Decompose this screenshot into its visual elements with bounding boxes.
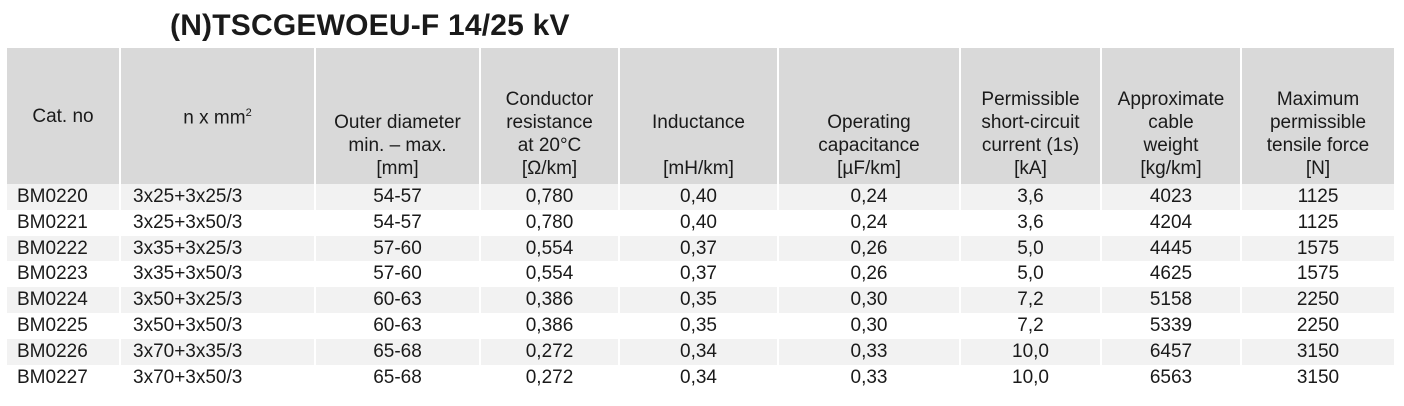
cell-tensile-force: 3150 (1241, 364, 1394, 391)
cell-tensile-force: 2250 (1241, 287, 1394, 313)
header-conductor-resistance: Conductor resistance at 20°C [Ω/km] (480, 48, 620, 184)
table-row: BM0221 3x25+3x50/3 54-57 0,780 0,40 0,24 3,6 42… (7, 209, 1394, 236)
table-row: BM0222 3x35+3x25/3 57-60 0,554 0,37 0,26 5,0 44… (7, 235, 1394, 262)
cable-spec-table: Cat. no n x mm2 Outer diameter min. – max… (7, 48, 1394, 391)
table-row: BM0223 3x35+3x50/3 57-60 0,554 0,37 0,26 5,0 46… (7, 261, 1394, 288)
cell-tensile-force: 1575 (1241, 261, 1394, 288)
cell-short-circuit: 5,0 (960, 235, 1102, 262)
cell-n-x-mm: 3x25+3x50/3 (120, 209, 316, 236)
cell-outer-diameter: 60-63 (315, 287, 481, 313)
header-inductance: Inductance [mH/km] (619, 48, 779, 184)
page-title: (N)TSCGEWOEU-F 14/25 kV (170, 9, 570, 42)
cell-tensile-force: 1575 (1241, 235, 1394, 262)
cell-short-circuit: 3,6 (960, 209, 1102, 236)
cell-inductance: 0,40 (619, 209, 779, 236)
cell-short-circuit: 5,0 (960, 261, 1102, 288)
cell-outer-diameter: 65-68 (315, 338, 481, 365)
cell-capacitance: 0,24 (778, 209, 961, 236)
cell-capacitance: 0,26 (778, 261, 961, 288)
cell-resistance: 0,780 (480, 209, 620, 236)
header-cat-no: Cat. no (7, 48, 121, 184)
cell-resistance: 0,386 (480, 287, 620, 313)
cell-weight: 4445 (1101, 235, 1242, 262)
cell-weight: 4023 (1101, 184, 1242, 210)
cell-n-x-mm: 3x70+3x50/3 (120, 364, 316, 391)
cell-resistance: 0,780 (480, 184, 620, 210)
cell-inductance: 0,35 (619, 312, 779, 339)
cell-inductance: 0,37 (619, 235, 779, 262)
cell-outer-diameter: 65-68 (315, 364, 481, 391)
cell-short-circuit: 7,2 (960, 287, 1102, 313)
header-cable-weight: Approximate cable weight [kg/km] (1101, 48, 1242, 184)
cell-weight: 6563 (1101, 364, 1242, 391)
cell-outer-diameter: 54-57 (315, 209, 481, 236)
cell-resistance: 0,272 (480, 338, 620, 365)
cell-capacitance: 0,30 (778, 312, 961, 339)
cell-cat-no: BM0222 (7, 235, 121, 262)
cell-cat-no: BM0226 (7, 338, 121, 365)
cell-cat-no: BM0221 (7, 209, 121, 236)
cell-inductance: 0,37 (619, 261, 779, 288)
cell-outer-diameter: 54-57 (315, 184, 481, 210)
cell-capacitance: 0,33 (778, 364, 961, 391)
cell-cat-no: BM0223 (7, 261, 121, 288)
cell-cat-no: BM0220 (7, 184, 121, 210)
cell-short-circuit: 10,0 (960, 364, 1102, 391)
header-row: Cat. no n x mm2 Outer diameter min. – max… (7, 48, 1394, 184)
cell-cat-no: BM0227 (7, 364, 121, 391)
cell-capacitance: 0,26 (778, 235, 961, 262)
cell-outer-diameter: 57-60 (315, 235, 481, 262)
header-outer-diameter: Outer diameter min. – max. [mm] (315, 48, 481, 184)
cell-cat-no: BM0224 (7, 287, 121, 313)
cell-short-circuit: 10,0 (960, 338, 1102, 365)
cell-n-x-mm: 3x35+3x50/3 (120, 261, 316, 288)
cell-n-x-mm: 3x50+3x25/3 (120, 287, 316, 313)
cell-inductance: 0,40 (619, 184, 779, 210)
cell-resistance: 0,554 (480, 235, 620, 262)
table-row: BM0224 3x50+3x25/3 60-63 0,386 0,35 0,30 7,2 51… (7, 287, 1394, 313)
cell-outer-diameter: 57-60 (315, 261, 481, 288)
header-n-x-mm: n x mm2 (120, 48, 316, 184)
cell-weight: 4204 (1101, 209, 1242, 236)
cell-resistance: 0,554 (480, 261, 620, 288)
cell-weight: 5339 (1101, 312, 1242, 339)
cell-weight: 5158 (1101, 287, 1242, 313)
cell-capacitance: 0,24 (778, 184, 961, 210)
cell-capacitance: 0,33 (778, 338, 961, 365)
table-row: BM0227 3x70+3x50/3 65-68 0,272 0,34 0,33 10,0 6… (7, 364, 1394, 391)
cell-tensile-force: 3150 (1241, 338, 1394, 365)
cell-inductance: 0,35 (619, 287, 779, 313)
cell-outer-diameter: 60-63 (315, 312, 481, 339)
table-row: BM0220 3x25+3x25/3 54-57 0,780 0,40 0,24 3,6 40… (7, 184, 1394, 210)
cell-tensile-force: 1125 (1241, 184, 1394, 210)
table-row: BM0226 3x70+3x35/3 65-68 0,272 0,34 0,33 10,0 6… (7, 338, 1394, 365)
cell-cat-no: BM0225 (7, 312, 121, 339)
cell-inductance: 0,34 (619, 364, 779, 391)
cell-weight: 4625 (1101, 261, 1242, 288)
cell-tensile-force: 2250 (1241, 312, 1394, 339)
cell-n-x-mm: 3x50+3x50/3 (120, 312, 316, 339)
cell-short-circuit: 3,6 (960, 184, 1102, 210)
cell-resistance: 0,386 (480, 312, 620, 339)
cell-resistance: 0,272 (480, 364, 620, 391)
cell-inductance: 0,34 (619, 338, 779, 365)
cell-short-circuit: 7,2 (960, 312, 1102, 339)
header-operating-capacitance: Operating capacitance [µF/km] (778, 48, 961, 184)
header-tensile-force: Maximum permissible tensile force [N] (1241, 48, 1394, 184)
table-row: BM0225 3x50+3x50/3 60-63 0,386 0,35 0,30 7,2 53… (7, 312, 1394, 339)
cell-n-x-mm: 3x35+3x25/3 (120, 235, 316, 262)
cell-tensile-force: 1125 (1241, 209, 1394, 236)
cell-n-x-mm: 3x25+3x25/3 (120, 184, 316, 210)
cell-n-x-mm: 3x70+3x35/3 (120, 338, 316, 365)
cell-capacitance: 0,30 (778, 287, 961, 313)
header-short-circuit: Permissible short-circuit current (1s) [kA] (960, 48, 1102, 184)
cell-weight: 6457 (1101, 338, 1242, 365)
